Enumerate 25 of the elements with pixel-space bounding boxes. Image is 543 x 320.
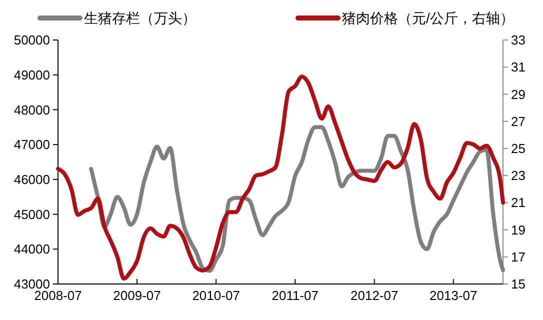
y2-tick-label: 15	[511, 276, 526, 292]
legend-label: 猪肉价格（元/公斤，右轴）	[342, 10, 514, 26]
y2-tick-label: 25	[511, 140, 526, 156]
line-series	[56, 74, 505, 281]
x-tick-label: 2013-07	[430, 288, 478, 303]
y-tick-label: 46000	[14, 172, 50, 187]
y2-tick-label: 19	[511, 222, 526, 238]
y2-tick-label: 29	[511, 86, 526, 102]
y2-tick-label: 23	[511, 168, 526, 184]
y2-tick-label: 17	[511, 249, 526, 264]
y2-tick-label: 33	[511, 32, 526, 48]
y-tick-label: 45000	[14, 206, 50, 222]
y-tick-label: 47000	[14, 137, 50, 152]
y2-tick-label: 31	[511, 60, 526, 75]
legend-label: 生猪存栏（万头）	[84, 10, 196, 26]
x-tick-label: 2011-07	[272, 288, 318, 303]
x-tick-label: 2009-07	[113, 288, 161, 303]
y-tick-label: 50000	[14, 32, 50, 48]
x-tick-label: 2010-07	[192, 288, 240, 303]
y-tick-label: 49000	[14, 67, 50, 82]
y2-tick-label: 21	[511, 195, 526, 210]
y-tick-label: 44000	[14, 242, 50, 257]
x-tick-label: 2012-07	[350, 288, 398, 303]
y2-tick-label: 27	[511, 114, 526, 129]
y-tick-label: 48000	[14, 102, 50, 118]
